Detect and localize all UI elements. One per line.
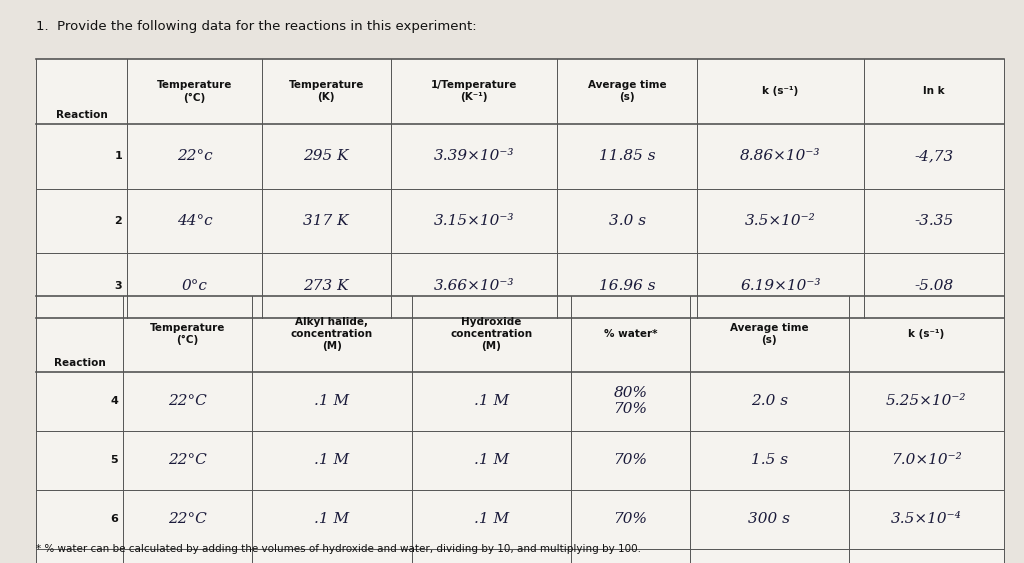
Text: 22°c: 22°c (176, 149, 212, 163)
Text: 1/Temperature
(K⁻¹): 1/Temperature (K⁻¹) (431, 81, 517, 102)
Text: 22°C: 22°C (168, 394, 207, 408)
Text: 44°c: 44°c (176, 214, 212, 228)
Text: 80%
70%: 80% 70% (613, 386, 647, 416)
Text: 8.86×10⁻³: 8.86×10⁻³ (740, 149, 820, 163)
Text: 7.0×10⁻²: 7.0×10⁻² (891, 453, 962, 467)
Text: Average time
(s): Average time (s) (730, 323, 809, 345)
Text: Alkyl halide,
concentration
(M): Alkyl halide, concentration (M) (291, 316, 373, 351)
Text: .1 M: .1 M (314, 453, 349, 467)
Text: 22°C: 22°C (168, 512, 207, 526)
Text: 5.25×10⁻²: 5.25×10⁻² (886, 394, 967, 408)
Text: 3.66×10⁻³: 3.66×10⁻³ (434, 279, 514, 293)
Text: 6.19×10⁻³: 6.19×10⁻³ (740, 279, 820, 293)
Text: 3.5×10⁻⁴: 3.5×10⁻⁴ (891, 512, 962, 526)
Text: k (s⁻¹): k (s⁻¹) (908, 329, 944, 338)
Text: 1.  Provide the following data for the reactions in this experiment:: 1. Provide the following data for the re… (36, 20, 476, 33)
Text: 300 s: 300 s (749, 512, 791, 526)
Text: % water*: % water* (603, 329, 657, 338)
Text: 3.15×10⁻³: 3.15×10⁻³ (434, 214, 514, 228)
Text: * % water can be calculated by adding the volumes of hydroxide and water, dividi: * % water can be calculated by adding th… (36, 544, 641, 554)
Text: .1 M: .1 M (474, 394, 509, 408)
Text: 3.0 s: 3.0 s (608, 214, 646, 228)
Text: 3.5×10⁻²: 3.5×10⁻² (745, 214, 816, 228)
Text: .1 M: .1 M (474, 512, 509, 526)
Text: -5.08: -5.08 (914, 279, 953, 293)
Text: 6: 6 (111, 515, 118, 524)
Text: Temperature
(°C): Temperature (°C) (150, 323, 225, 345)
Text: Temperature
(°C): Temperature (°C) (157, 81, 232, 102)
Text: -3.35: -3.35 (914, 214, 953, 228)
Text: 3: 3 (115, 281, 122, 291)
Text: 1.5 s: 1.5 s (751, 453, 787, 467)
Text: 295 K: 295 K (303, 149, 349, 163)
Text: 0°c: 0°c (181, 279, 208, 293)
Text: 317 K: 317 K (303, 214, 349, 228)
Bar (36, 296, 1004, 563)
Text: 2.0 s: 2.0 s (751, 394, 787, 408)
Text: 4: 4 (111, 396, 118, 406)
Text: Hydroxide
concentration
(M): Hydroxide concentration (M) (451, 316, 532, 351)
Text: .1 M: .1 M (314, 512, 349, 526)
Text: Reaction: Reaction (55, 110, 108, 120)
Text: 22°C: 22°C (168, 453, 207, 467)
Text: 3.39×10⁻³: 3.39×10⁻³ (434, 149, 514, 163)
Text: 1: 1 (115, 151, 122, 161)
Text: -4,73: -4,73 (914, 149, 953, 163)
Text: 5: 5 (111, 455, 118, 465)
Text: Reaction: Reaction (53, 358, 105, 368)
Text: Temperature
(K): Temperature (K) (289, 81, 364, 102)
Text: 16.96 s: 16.96 s (599, 279, 655, 293)
Text: Average time
(s): Average time (s) (588, 81, 667, 102)
Text: .1 M: .1 M (314, 394, 349, 408)
Text: ln k: ln k (923, 87, 944, 96)
Text: 70%: 70% (613, 453, 647, 467)
Text: 273 K: 273 K (303, 279, 349, 293)
Bar (36, 59, 1004, 318)
Text: 70%: 70% (613, 512, 647, 526)
Text: k (s⁻¹): k (s⁻¹) (762, 87, 799, 96)
Text: .1 M: .1 M (474, 453, 509, 467)
Text: 11.85 s: 11.85 s (599, 149, 655, 163)
Text: 2: 2 (115, 216, 122, 226)
